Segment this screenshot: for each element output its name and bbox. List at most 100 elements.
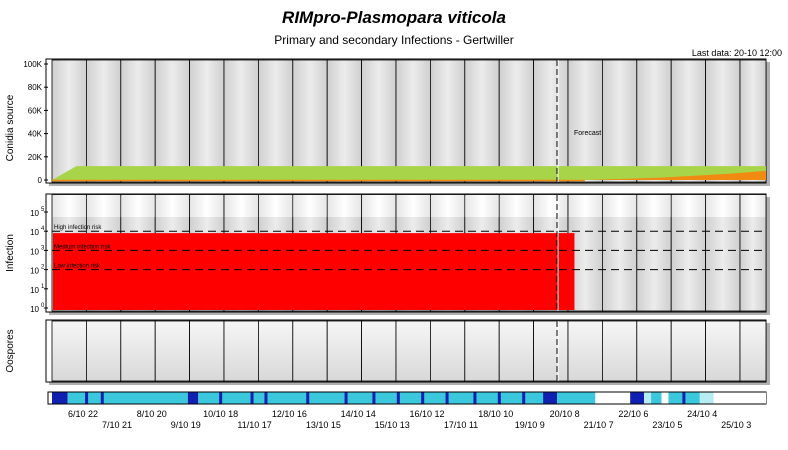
day-column bbox=[189, 320, 225, 382]
infection-column-top bbox=[706, 195, 740, 217]
x-tick-label-top: 10/10 18 bbox=[203, 409, 238, 419]
x-tick-label-top: 20/10 8 bbox=[550, 409, 580, 419]
infection-column-top bbox=[224, 195, 258, 217]
day-column bbox=[567, 320, 603, 382]
day-column bbox=[533, 59, 569, 183]
threshold-label: Low infection risk bbox=[54, 264, 101, 270]
weather-segment-white bbox=[713, 392, 766, 404]
infection-column-top bbox=[155, 195, 190, 217]
day-column bbox=[636, 320, 672, 382]
infection-y-tick-exponent: 3 bbox=[41, 245, 45, 251]
x-tick-label-top: 16/10 12 bbox=[409, 409, 444, 419]
oospores-day-columns bbox=[51, 320, 767, 382]
day-column bbox=[292, 59, 328, 183]
conidia-y-tick-label: 20K bbox=[28, 153, 43, 162]
day-column bbox=[705, 59, 741, 183]
conidia-orange-area bbox=[584, 170, 766, 180]
threshold-label: High infection risk bbox=[54, 225, 102, 231]
weather-rain-mark bbox=[445, 392, 449, 404]
weather-segment-blue bbox=[630, 392, 645, 404]
weather-rain-mark bbox=[264, 392, 268, 404]
x-tick-label-bottom: 25/10 3 bbox=[721, 420, 751, 430]
day-column bbox=[361, 320, 397, 382]
day-column bbox=[86, 59, 122, 183]
oospores-panel: Oospores bbox=[5, 319, 770, 385]
x-tick-label-bottom: 9/10 19 bbox=[171, 420, 201, 430]
forecast-label: Forecast bbox=[574, 130, 601, 137]
day-column bbox=[51, 59, 87, 183]
day-column bbox=[257, 320, 294, 382]
weather-segment-white bbox=[661, 392, 669, 404]
infection-column-top bbox=[52, 195, 86, 217]
weather-rain-mark bbox=[372, 392, 376, 404]
day-column bbox=[705, 320, 741, 382]
infection-column-top bbox=[534, 195, 568, 217]
weather-segment-white bbox=[595, 392, 631, 404]
conidia-series-group bbox=[52, 166, 766, 182]
conidia-panel: 0 20K 40K 60K 80K 100K Conidia source Forecas… bbox=[5, 58, 770, 186]
day-column bbox=[636, 59, 672, 183]
day-column bbox=[670, 320, 707, 382]
day-column bbox=[51, 320, 87, 382]
day-column bbox=[189, 59, 225, 183]
x-tick-label-top: 12/10 16 bbox=[272, 409, 307, 419]
x-tick-label-bottom: 19/10 9 bbox=[515, 420, 545, 430]
weather-rain-mark bbox=[306, 392, 310, 404]
weather-strip bbox=[47, 391, 767, 405]
weather-rain-mark bbox=[219, 392, 223, 404]
weather-segment-cyan bbox=[651, 392, 662, 404]
conidia-green-area bbox=[52, 166, 766, 180]
day-column bbox=[464, 320, 500, 382]
weather-segment-lightcyan bbox=[644, 392, 652, 404]
x-tick-label-top: 18/10 10 bbox=[478, 409, 513, 419]
infection-red-area bbox=[53, 233, 575, 310]
infection-column-top bbox=[602, 195, 637, 217]
weather-segment-blue bbox=[187, 392, 199, 404]
x-tick-label-bottom: 21/10 7 bbox=[584, 420, 614, 430]
weather-rain-mark bbox=[497, 392, 501, 404]
day-column bbox=[739, 320, 767, 382]
infection-column-top bbox=[327, 195, 362, 217]
day-column bbox=[739, 59, 767, 183]
weather-segment-cyan bbox=[557, 392, 596, 404]
infection-y-tick-exponent: 2 bbox=[41, 265, 45, 271]
day-column bbox=[429, 59, 466, 183]
infection-y-tick-exponent: 1 bbox=[41, 284, 45, 290]
day-column bbox=[395, 320, 431, 382]
chart-subtitle: Primary and secondary Infections - Gertw… bbox=[274, 33, 514, 47]
day-column bbox=[464, 59, 500, 183]
x-tick-label-top: 14/10 14 bbox=[341, 409, 376, 419]
infection-column-top bbox=[190, 195, 224, 217]
day-column bbox=[154, 320, 190, 382]
day-column bbox=[602, 59, 638, 183]
day-column bbox=[326, 320, 363, 382]
day-column bbox=[292, 320, 328, 382]
infection-y-tick-label: 10 bbox=[30, 286, 39, 295]
infection-y-tick-label: 10 bbox=[30, 228, 39, 237]
weather-segment-cyan bbox=[198, 392, 544, 404]
day-column bbox=[223, 59, 259, 183]
x-tick-label-bottom: 23/10 5 bbox=[652, 420, 682, 430]
weather-rain-mark bbox=[396, 392, 400, 404]
x-tick-label-top: 8/10 20 bbox=[137, 409, 167, 419]
infection-thresholds: High infection risk Medium infection risk… bbox=[52, 225, 766, 271]
threshold-label: Medium infection risk bbox=[54, 244, 111, 250]
day-column bbox=[120, 320, 156, 382]
weather-segment-blue bbox=[543, 392, 558, 404]
day-column bbox=[498, 320, 535, 382]
infection-column-top bbox=[740, 195, 766, 217]
day-column bbox=[602, 320, 638, 382]
infection-y-tick-label: 10 bbox=[30, 247, 39, 256]
infection-column-top bbox=[637, 195, 671, 217]
forecast-divider bbox=[556, 60, 559, 381]
weather-rain-mark bbox=[100, 392, 104, 404]
infection-column-top bbox=[499, 195, 534, 217]
weather-segment-lightcyan bbox=[699, 392, 714, 404]
infection-y-tick-exponent: 0 bbox=[41, 303, 45, 309]
conidia-y-tick-label: 80K bbox=[28, 83, 43, 92]
infection-column-top bbox=[258, 195, 293, 217]
infection-column-top bbox=[86, 195, 121, 217]
weather-rain-mark bbox=[250, 392, 254, 404]
infection-y-axis-label: Infection bbox=[5, 234, 16, 272]
